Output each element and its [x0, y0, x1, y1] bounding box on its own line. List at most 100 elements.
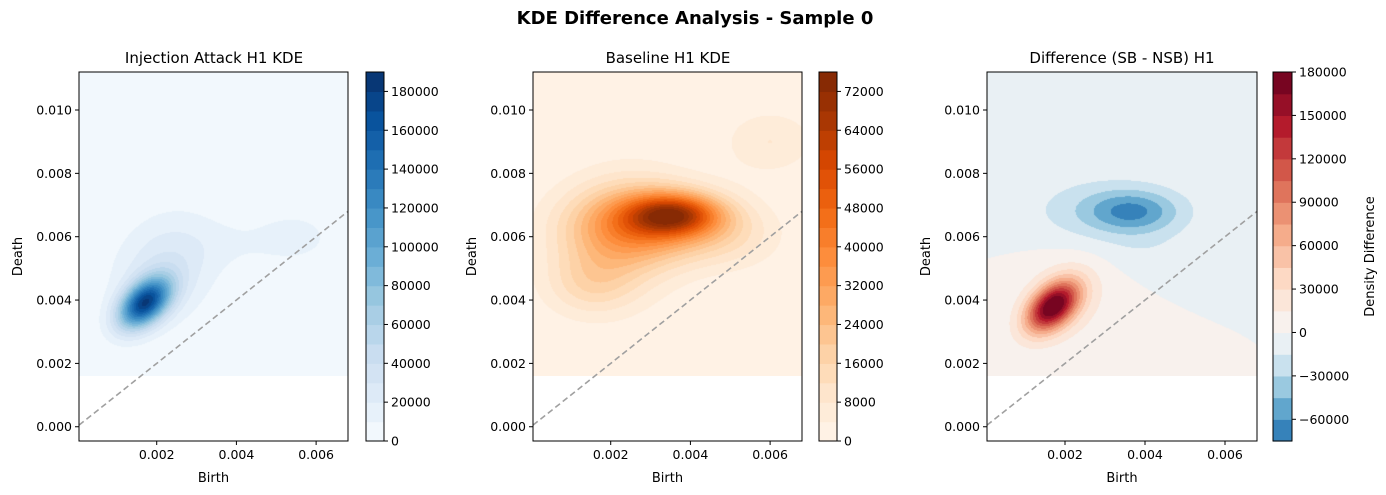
y-tick-label: 0.004 [490, 293, 526, 308]
x-tick-label: 0.002 [1047, 447, 1083, 462]
y-tick-label: 0.002 [490, 356, 526, 371]
x-tick-label: 0.004 [1127, 447, 1163, 462]
colorbar-level [366, 207, 384, 228]
colorbar-level [366, 130, 384, 151]
colorbar-level [366, 72, 384, 93]
colorbar-level [1273, 375, 1292, 399]
y-tick-label: 0.000 [36, 419, 72, 434]
diagonal-line [533, 210, 802, 426]
colorbar-level [1273, 115, 1292, 138]
diagonal-line [987, 210, 1257, 426]
y-tick-label: 0.010 [944, 103, 980, 118]
y-tick-label: 0.002 [944, 356, 980, 371]
colorbar-level [1273, 202, 1292, 225]
colorbar-level [1273, 354, 1292, 377]
colorbar-tick-label: 0 [1299, 325, 1307, 340]
colorbar-level [1273, 180, 1292, 203]
x-tick-label: 0.002 [593, 447, 629, 462]
colorbar-tick-label: 40000 [844, 239, 884, 254]
colorbar-tick-label: 0 [844, 434, 852, 449]
y-tick-label: 0.008 [36, 166, 72, 181]
colorbar-tick-label: 64000 [844, 123, 884, 138]
axes-frame [78, 71, 349, 442]
injection-panel: Injection Attack H1 KDE 0.002 0.004 0.006 0.… [11, 49, 439, 486]
colorbar-tick-label: 40000 [391, 356, 431, 371]
colorbar-label: Density Difference [1363, 196, 1378, 317]
colorbar-level [366, 402, 384, 423]
colorbar-level [1273, 310, 1292, 334]
colorbar-tick-label: 160000 [391, 123, 439, 138]
colorbar-tick-label: 90000 [1299, 195, 1339, 210]
colorbar-level [819, 72, 837, 93]
colorbar-tick-label: 20000 [391, 395, 431, 410]
y-tick-label: 0.006 [944, 229, 980, 244]
colorbar-tick-label: 32000 [844, 278, 884, 293]
colorbar-tick-label: 140000 [391, 162, 439, 177]
colorbar-tick-label: −30000 [1299, 368, 1349, 383]
colorbar-level [819, 188, 837, 209]
y-tick-label: 0.000 [490, 419, 526, 434]
y-tick-label: 0.006 [36, 229, 72, 244]
colorbar-level [1273, 72, 1292, 95]
colorbar-level [366, 149, 384, 170]
y-tick-label: 0.008 [944, 166, 980, 181]
y-tick-label: 0.002 [36, 356, 72, 371]
colorbar-frame [1272, 71, 1293, 442]
panel-title: Injection Attack H1 KDE [125, 49, 303, 67]
colorbar-level [366, 110, 384, 131]
colorbar-level [366, 382, 384, 403]
axes-frame [986, 71, 1258, 442]
colorbar-tick-label: 60000 [391, 317, 431, 332]
colorbar-level [819, 421, 837, 442]
colorbar-level [819, 343, 837, 364]
colorbar-tick-label: 120000 [391, 200, 439, 215]
colorbar-level [819, 130, 837, 151]
colorbar-tick-label: −60000 [1299, 412, 1349, 427]
y-tick-label: 0.010 [490, 103, 526, 118]
x-tick-label: 0.002 [139, 447, 175, 462]
y-tick-label: 0.004 [36, 293, 72, 308]
colorbar-tick-label: 0 [391, 434, 399, 449]
colorbar-level [366, 188, 384, 209]
colorbar-tick-label: 180000 [1299, 65, 1347, 80]
colorbar-level [366, 285, 384, 306]
colorbar-tick-label: 8000 [844, 395, 876, 410]
colorbar-level [819, 402, 837, 423]
colorbar-level [1273, 397, 1292, 420]
x-tick-label: 0.006 [1207, 447, 1243, 462]
axes-frame [532, 71, 803, 442]
colorbar-level [1273, 245, 1292, 268]
colorbar-level [819, 169, 837, 190]
colorbar-level [366, 324, 384, 345]
y-axis-label: Death [465, 237, 480, 276]
y-axis-label: Death [919, 237, 934, 276]
colorbar-level [366, 169, 384, 190]
y-tick-label: 0.010 [36, 103, 72, 118]
colorbar-tick-label: 72000 [844, 84, 884, 99]
colorbar-level [1273, 267, 1292, 290]
colorbar-level [366, 305, 384, 326]
kde-heatmap [79, 72, 348, 376]
colorbar-level [1273, 289, 1292, 312]
colorbar-level [819, 207, 837, 228]
figure-title: KDE Difference Analysis - Sample 0 [517, 8, 874, 29]
colorbar-level [819, 285, 837, 306]
colorbar: 0 20000 40000 60000 80000 100000 120000 140000 1… [365, 71, 439, 449]
colorbar-tick-label: 100000 [391, 239, 439, 254]
y-axis-label: Death [11, 237, 26, 276]
colorbar-level [819, 91, 837, 112]
x-axis-label: Birth [198, 471, 229, 486]
colorbar-tick-label: 180000 [391, 84, 439, 99]
panels: Injection Attack H1 KDE 0.002 0.004 0.006 0.… [11, 49, 1378, 486]
colorbar-level [366, 227, 384, 248]
colorbar-level [1273, 419, 1292, 442]
colorbar-tick-label: 60000 [1299, 238, 1339, 253]
difference-panel: Difference (SB - NSB) H1 0.002 0.004 0.006 0… [919, 49, 1378, 486]
baseline-panel: Baseline H1 KDE 0.002 0.004 0.006 0.000 0.002… [465, 49, 884, 486]
colorbar-level [366, 343, 384, 364]
colorbar-frame [365, 71, 385, 442]
x-tick-label: 0.006 [752, 447, 788, 462]
diagonal-line [79, 210, 348, 426]
colorbar-level [1273, 137, 1292, 160]
